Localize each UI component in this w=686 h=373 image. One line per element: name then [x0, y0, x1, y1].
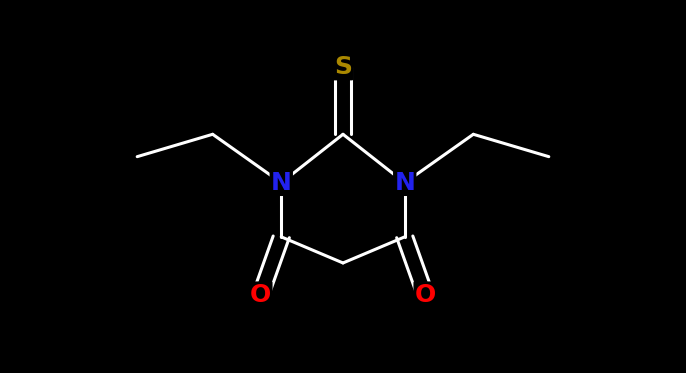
Text: N: N: [271, 171, 292, 195]
Text: O: O: [415, 283, 436, 307]
Text: S: S: [334, 55, 352, 79]
Text: N: N: [394, 171, 415, 195]
Text: O: O: [250, 283, 271, 307]
